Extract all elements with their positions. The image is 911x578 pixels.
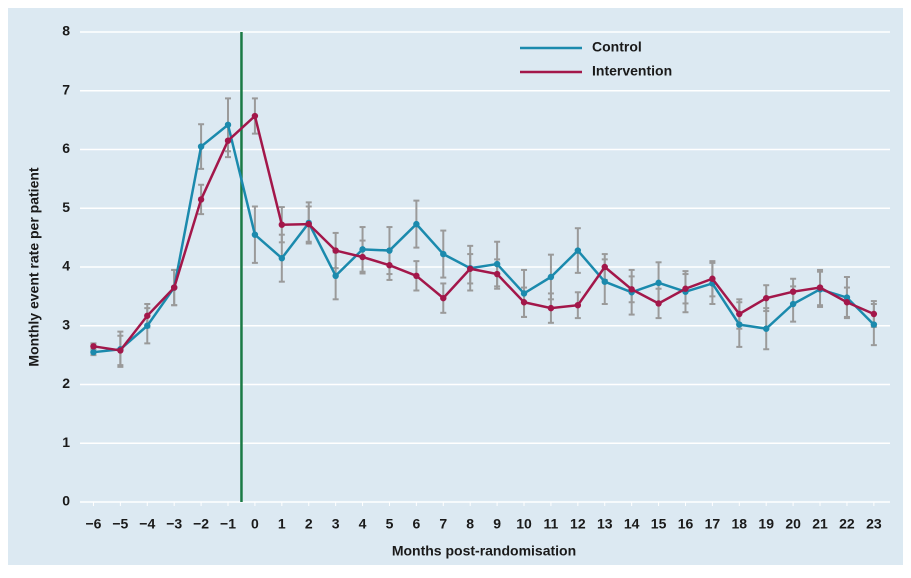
point [197, 196, 205, 203]
x-tick-label: 10 [516, 516, 532, 532]
x-tick-label: −1 [220, 516, 236, 532]
point [843, 299, 851, 306]
point [789, 300, 797, 308]
point [359, 246, 366, 253]
point [816, 284, 824, 291]
x-tick-label: 2 [305, 516, 313, 532]
point [305, 220, 312, 228]
point [197, 143, 205, 150]
x-tick-label: −3 [166, 516, 182, 532]
x-tick-label: 17 [705, 516, 721, 532]
x-tick-label: 4 [359, 516, 367, 532]
x-tick-label: 0 [251, 516, 259, 532]
point [655, 279, 662, 287]
point [90, 343, 97, 350]
point [359, 253, 366, 261]
point [251, 231, 259, 238]
point [466, 265, 474, 272]
point [224, 137, 232, 144]
x-tick-label: −6 [85, 516, 101, 532]
x-tick-label: 1 [278, 516, 286, 532]
x-tick-label: 16 [678, 516, 694, 532]
x-tick-label: 12 [570, 516, 586, 532]
point [144, 322, 151, 329]
point [843, 294, 851, 301]
point [736, 321, 743, 328]
point [870, 310, 878, 318]
point [736, 310, 743, 318]
legend-label: Intervention [592, 63, 672, 79]
point [440, 250, 447, 258]
x-tick-label: 13 [597, 516, 613, 532]
x-tick-label: 14 [624, 516, 640, 532]
x-tick-label: 15 [651, 516, 667, 532]
point [547, 304, 555, 312]
x-tick-label: 6 [412, 516, 420, 532]
y-tick-label: 4 [62, 258, 70, 274]
point [386, 262, 393, 269]
y-tick-label: 6 [62, 140, 70, 156]
series-line [93, 122, 875, 354]
y-axis-label: Monthly event rate per patient [26, 167, 42, 366]
point [709, 275, 716, 282]
x-tick-label: 8 [466, 516, 474, 532]
point [278, 221, 286, 228]
point [601, 278, 608, 285]
point [574, 301, 582, 309]
point [520, 290, 528, 297]
x-tick-label: 22 [839, 516, 855, 532]
y-tick-label: 1 [62, 434, 70, 450]
point [547, 273, 555, 281]
point [413, 272, 420, 280]
point [870, 321, 878, 328]
y-tick-label: 8 [62, 23, 70, 39]
point [440, 294, 447, 302]
series-line [93, 113, 875, 352]
y-tick-label: 0 [62, 493, 70, 509]
y-tick-label: 7 [62, 81, 70, 97]
x-tick-label: 3 [332, 516, 340, 532]
y-tick-label: 5 [62, 199, 70, 215]
x-tick-label: 9 [493, 516, 501, 532]
point [763, 325, 770, 332]
point [763, 294, 770, 302]
x-tick-label: 20 [785, 516, 801, 532]
point [574, 247, 582, 254]
point [493, 260, 501, 268]
x-tick-label: 21 [812, 516, 828, 532]
x-tick-label: 5 [386, 516, 394, 532]
point [520, 299, 528, 306]
point [144, 312, 151, 319]
point [682, 285, 689, 292]
point [655, 300, 662, 307]
x-tick-label: 7 [439, 516, 447, 532]
point [170, 284, 178, 291]
point [628, 286, 635, 293]
x-tick-label: 11 [544, 516, 559, 532]
point [601, 263, 608, 271]
x-axis-label: Months post-randomisation [392, 543, 576, 559]
point [278, 254, 286, 262]
x-tick-label: −5 [112, 516, 128, 532]
point [789, 288, 797, 295]
point [251, 112, 259, 120]
point [90, 348, 97, 356]
y-tick-label: 2 [62, 375, 70, 391]
point [493, 270, 501, 278]
y-tick-label: 3 [62, 316, 70, 332]
point [413, 220, 420, 228]
point [117, 347, 124, 354]
legend-label: Control [592, 39, 642, 55]
x-tick-label: 23 [866, 516, 882, 532]
point [224, 121, 232, 129]
x-tick-label: −4 [139, 516, 155, 532]
point [332, 247, 339, 254]
point [386, 247, 393, 254]
point [332, 272, 339, 280]
x-tick-label: 18 [732, 516, 748, 532]
x-tick-label: 19 [758, 516, 774, 532]
x-tick-label: −2 [193, 516, 209, 532]
